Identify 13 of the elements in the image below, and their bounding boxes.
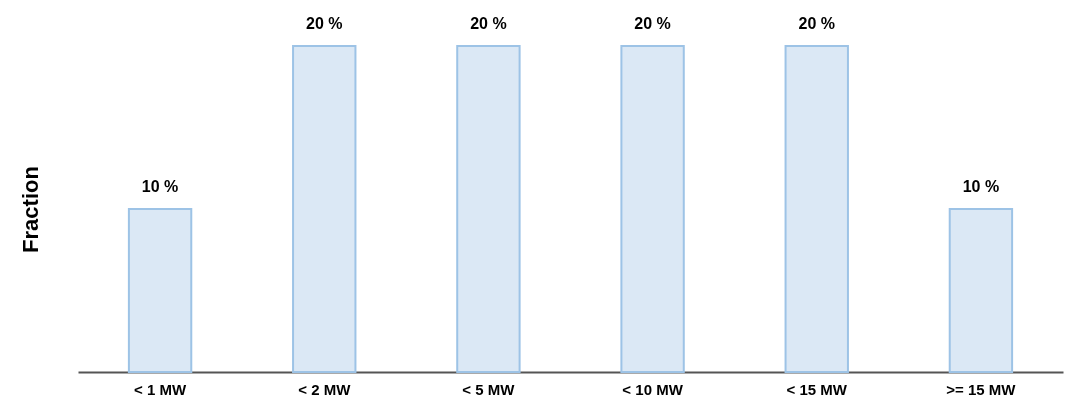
data-label: 20 %	[798, 15, 835, 32]
x-tick-label: >= 15 MW	[946, 380, 1017, 398]
data-label: 20 %	[634, 15, 671, 32]
x-tick-label: < 2 MW	[298, 380, 352, 398]
y-axis-title: Fraction	[17, 166, 43, 253]
data-label: 20 %	[306, 15, 343, 32]
x-tick-label: < 15 MW	[786, 380, 848, 398]
data-label: 20 %	[470, 15, 507, 32]
x-tick-label: < 10 MW	[622, 380, 684, 398]
data-label: 10 %	[141, 178, 179, 195]
data-label: 10 %	[962, 178, 1000, 195]
x-tick-label: < 1 MW	[134, 380, 187, 398]
x-tick-label: < 5 MW	[462, 380, 516, 398]
